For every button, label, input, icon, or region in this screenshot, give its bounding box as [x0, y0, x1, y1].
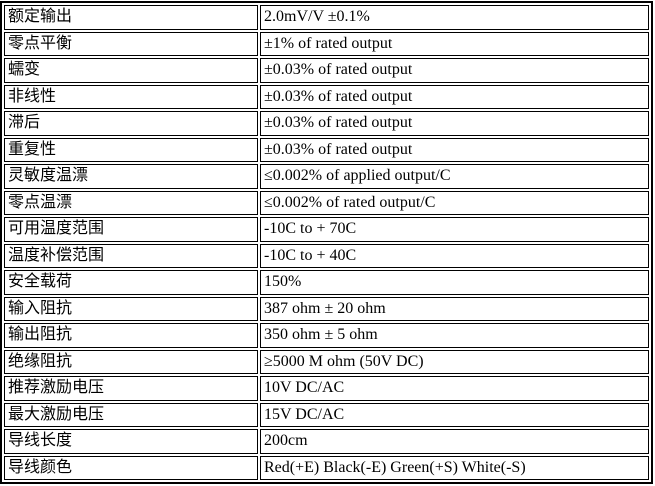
spec-parameter-value: 15V DC/AC: [260, 402, 649, 427]
table-row: 输入阻抗 387 ohm ± 20 ohm: [4, 296, 649, 321]
spec-parameter-value: ±1% of rated output: [260, 31, 649, 56]
table-row: 零点温漂 ≤0.002% of rated output/C: [4, 190, 649, 215]
spec-parameter-label: 输出阻抗: [4, 323, 258, 348]
spec-parameter-label: 蠕变: [4, 58, 258, 83]
spec-parameter-value: -10C to + 40C: [260, 243, 649, 268]
table-row: 额定输出 2.0mV/V ±0.1%: [4, 5, 649, 30]
spec-parameter-label: 导线颜色: [4, 455, 258, 480]
table-row: 可用温度范围 -10C to + 70C: [4, 217, 649, 242]
spec-parameter-label: 安全载荷: [4, 270, 258, 295]
spec-parameter-label: 零点温漂: [4, 190, 258, 215]
table-row: 输出阻抗 350 ohm ± 5 ohm: [4, 323, 649, 348]
spec-parameter-value: ±0.03% of rated output: [260, 84, 649, 109]
spec-parameter-value: 150%: [260, 270, 649, 295]
table-row: 灵敏度温漂 ≤0.002% of applied output/C: [4, 164, 649, 189]
spec-parameter-label: 可用温度范围: [4, 217, 258, 242]
table-row: 导线颜色 Red(+E) Black(-E) Green(+S) White(-S…: [4, 455, 649, 480]
spec-parameter-value: ≥5000 M ohm (50V DC): [260, 349, 649, 374]
spec-parameter-value: ±0.03% of rated output: [260, 58, 649, 83]
spec-parameter-value: -10C to + 70C: [260, 217, 649, 242]
spec-parameter-label: 灵敏度温漂: [4, 164, 258, 189]
table-row: 绝缘阻抗 ≥5000 M ohm (50V DC): [4, 349, 649, 374]
spec-parameter-value: 350 ohm ± 5 ohm: [260, 323, 649, 348]
spec-parameter-label: 额定输出: [4, 5, 258, 30]
spec-parameter-value: 10V DC/AC: [260, 376, 649, 401]
spec-parameter-label: 绝缘阻抗: [4, 349, 258, 374]
table-row: 安全载荷 150%: [4, 270, 649, 295]
table-row: 推荐激励电压 10V DC/AC: [4, 376, 649, 401]
spec-parameter-label: 温度补偿范围: [4, 243, 258, 268]
spec-parameter-value: 200cm: [260, 429, 649, 454]
spec-parameter-value: ±0.03% of rated output: [260, 137, 649, 162]
spec-parameter-value: ±0.03% of rated output: [260, 111, 649, 136]
spec-parameter-label: 导线长度: [4, 429, 258, 454]
table-row: 零点平衡 ±1% of rated output: [4, 31, 649, 56]
spec-parameter-value: Red(+E) Black(-E) Green(+S) White(-S): [260, 455, 649, 480]
spec-parameter-label: 重复性: [4, 137, 258, 162]
table-row: 导线长度 200cm: [4, 429, 649, 454]
table-row: 最大激励电压 15V DC/AC: [4, 402, 649, 427]
spec-parameter-label: 最大激励电压: [4, 402, 258, 427]
spec-table-body: 额定输出 2.0mV/V ±0.1% 零点平衡 ±1% of rated output…: [4, 5, 649, 480]
spec-parameter-label: 零点平衡: [4, 31, 258, 56]
table-row: 蠕变 ±0.03% of rated output: [4, 58, 649, 83]
table-row: 温度补偿范围 -10C to + 40C: [4, 243, 649, 268]
spec-parameter-label: 滞后: [4, 111, 258, 136]
spec-parameter-value: ≤0.002% of applied output/C: [260, 164, 649, 189]
table-row: 非线性 ±0.03% of rated output: [4, 84, 649, 109]
spec-parameter-value: 387 ohm ± 20 ohm: [260, 296, 649, 321]
spec-parameter-value: ≤0.002% of rated output/C: [260, 190, 649, 215]
spec-parameter-label: 输入阻抗: [4, 296, 258, 321]
table-row: 重复性 ±0.03% of rated output: [4, 137, 649, 162]
spec-parameter-value: 2.0mV/V ±0.1%: [260, 5, 649, 30]
table-row: 滞后 ±0.03% of rated output: [4, 111, 649, 136]
spec-parameter-label: 推荐激励电压: [4, 376, 258, 401]
spec-parameter-label: 非线性: [4, 84, 258, 109]
